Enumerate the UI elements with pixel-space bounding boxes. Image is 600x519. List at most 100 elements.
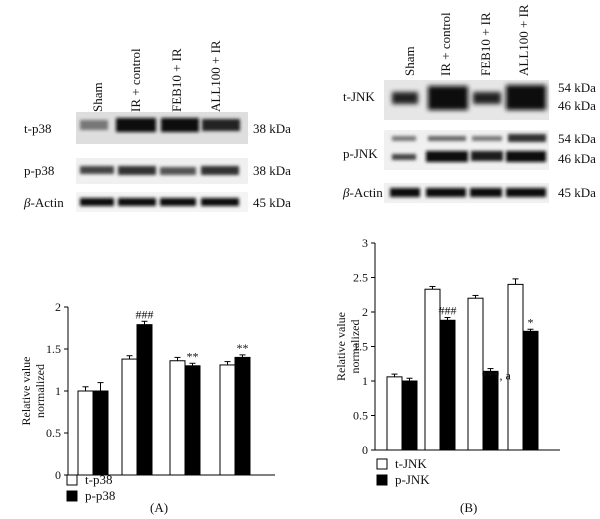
blot-label: β-Actin bbox=[23, 195, 64, 210]
bar bbox=[121, 358, 138, 476]
y-axis-label: Relative value bbox=[334, 312, 348, 381]
blot-band bbox=[201, 166, 239, 175]
lane-label: Sham bbox=[402, 46, 417, 76]
y-tick-label: 2.5 bbox=[353, 271, 368, 285]
blot-band bbox=[426, 151, 468, 162]
bar bbox=[234, 356, 251, 476]
blot-label: β-Actin bbox=[342, 185, 383, 200]
blot-band bbox=[472, 136, 502, 141]
y-axis-label: normalized bbox=[33, 364, 47, 418]
significance-label: ### bbox=[136, 307, 154, 321]
blot-band bbox=[428, 136, 466, 141]
kda-label: 45 kDa bbox=[253, 195, 291, 210]
bar bbox=[401, 380, 418, 451]
blot-band bbox=[80, 120, 108, 130]
bar bbox=[507, 283, 524, 451]
panel-b-lane-labels: Sham IR + control FEB10 + IR ALL100 + IR bbox=[402, 4, 531, 76]
blot-p-p38 bbox=[76, 158, 248, 184]
lane-label: IR + control bbox=[438, 12, 453, 76]
y-tick-label: 1 bbox=[362, 374, 368, 388]
blot-band bbox=[471, 151, 503, 161]
blot-band bbox=[161, 118, 199, 132]
kda-label: 54 kDa bbox=[558, 131, 596, 146]
legend-label: p-JNK bbox=[395, 472, 430, 487]
blot-band bbox=[202, 119, 240, 131]
blot-band bbox=[390, 188, 420, 197]
blot-band bbox=[116, 118, 156, 132]
legend-swatch bbox=[66, 474, 78, 486]
blot-band bbox=[426, 188, 466, 197]
blot-label: t-p38 bbox=[24, 121, 51, 136]
panel-label-b: (B) bbox=[460, 500, 477, 515]
blot-label: p-JNK bbox=[343, 146, 378, 161]
legend-label: t-JNK bbox=[395, 456, 427, 471]
blot-label: t-JNK bbox=[343, 89, 375, 104]
bar bbox=[522, 330, 539, 451]
bar bbox=[482, 370, 499, 451]
lane-label: IR + control bbox=[128, 48, 143, 112]
bar bbox=[439, 319, 456, 451]
blot-label: p-p38 bbox=[24, 163, 54, 178]
y-tick-label: 0.5 bbox=[353, 409, 368, 423]
bar bbox=[92, 390, 109, 476]
kda-label: 46 kDa bbox=[558, 98, 596, 113]
blot-band bbox=[118, 198, 156, 206]
lane-label: FEB10 + IR bbox=[169, 48, 184, 112]
y-tick-label: 0 bbox=[55, 468, 61, 482]
kda-label: 38 kDa bbox=[253, 163, 291, 178]
blot-band bbox=[392, 136, 416, 141]
blot-band bbox=[506, 85, 546, 110]
legend-label: t-p38 bbox=[85, 472, 112, 487]
panel-b-blots: Sham IR + control FEB10 + IR ALL100 + IR… bbox=[342, 4, 596, 203]
blot-band bbox=[80, 198, 114, 206]
lane-label: Sham bbox=[90, 82, 105, 112]
panel-a-lane-labels: Sham IR + control FEB10 + IR ALL100 + IR bbox=[90, 40, 223, 112]
blot-band bbox=[201, 198, 239, 206]
blot-band bbox=[506, 151, 546, 162]
y-tick-label: 1.5 bbox=[353, 340, 368, 354]
y-tick-label: 0.5 bbox=[46, 426, 61, 440]
bar bbox=[169, 360, 186, 476]
blot-band bbox=[160, 167, 196, 175]
blot-band bbox=[160, 198, 196, 206]
blot-p-jnk bbox=[384, 130, 549, 170]
panel-label-a: (A) bbox=[150, 500, 168, 515]
blot-band bbox=[473, 92, 501, 104]
bar bbox=[136, 324, 153, 476]
y-tick-label: 3 bbox=[362, 236, 368, 250]
blot-t-jnk bbox=[384, 80, 549, 120]
blot-band bbox=[392, 154, 416, 160]
y-axis-label: Relative value bbox=[19, 357, 33, 426]
kda-label: 45 kDa bbox=[558, 185, 596, 200]
bar-chart-b: 0 0.5 1 1.5 2 2.5 3 Relative value normalized ###… bbox=[334, 236, 560, 487]
blot-band bbox=[118, 166, 156, 175]
blot-band bbox=[80, 166, 114, 174]
y-tick-label: 1 bbox=[55, 384, 61, 398]
y-tick-label: 0 bbox=[362, 443, 368, 457]
bar bbox=[184, 365, 201, 476]
blot-t-p38 bbox=[76, 112, 248, 144]
legend-swatch bbox=[376, 474, 388, 486]
legend-swatch bbox=[376, 458, 388, 470]
y-axis-label: normalized bbox=[348, 320, 362, 374]
blot-band bbox=[470, 188, 502, 197]
blot-band bbox=[506, 188, 546, 197]
panel-a-blots: Sham IR + control FEB10 + IR ALL100 + IR… bbox=[23, 40, 291, 212]
lane-label: FEB10 + IR bbox=[478, 12, 493, 76]
bar bbox=[77, 390, 94, 476]
significance-label: ***, a bbox=[482, 368, 512, 382]
significance-label: ** bbox=[237, 341, 249, 355]
kda-label: 38 kDa bbox=[253, 121, 291, 136]
y-tick-label: 2 bbox=[55, 300, 61, 314]
y-tick-label: 1.5 bbox=[46, 342, 61, 356]
bar-chart-a: 0 0.5 1 1.5 2 Relative value normalized ### ** **… bbox=[19, 300, 275, 503]
kda-label: 54 kDa bbox=[558, 80, 596, 95]
blot-band bbox=[428, 86, 468, 110]
bar bbox=[386, 376, 403, 451]
significance-label: ### bbox=[439, 304, 457, 318]
kda-label: 46 kDa bbox=[558, 151, 596, 166]
blot-beta-actin-a bbox=[76, 192, 248, 212]
blot-beta-actin-b bbox=[384, 183, 549, 203]
legend-label: p-p38 bbox=[85, 488, 115, 503]
